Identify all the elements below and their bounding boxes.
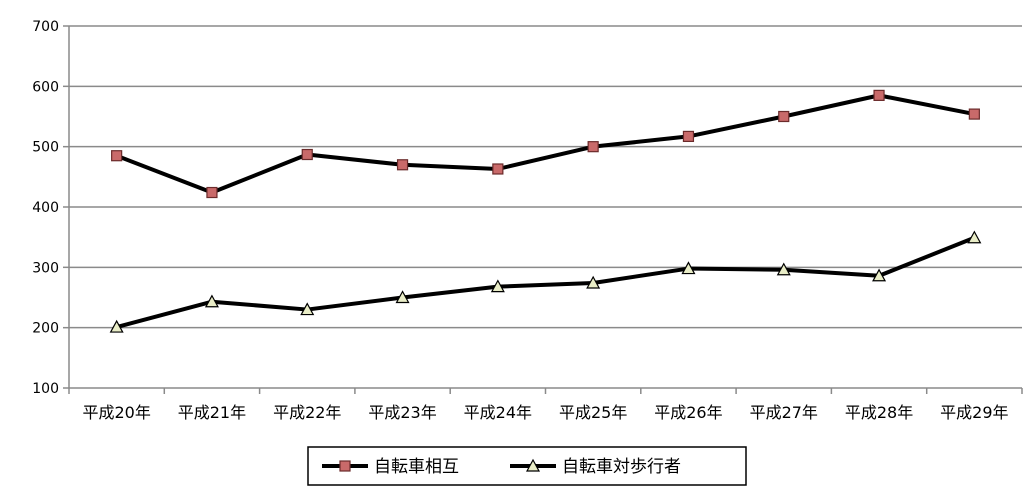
y-tick-label: 200 bbox=[32, 321, 59, 337]
y-tick-label: 300 bbox=[32, 260, 59, 276]
legend-entry: 自転車相互 bbox=[322, 457, 459, 477]
y-tick-label: 500 bbox=[32, 140, 59, 156]
x-tick-label: 平成25年 bbox=[559, 403, 627, 422]
data-point bbox=[968, 108, 980, 120]
x-tick-labels: 平成20年 平成21年 平成22年 平成23年 平成24年 平成25年 平成26年 平成27年… bbox=[82, 403, 1008, 422]
data-point bbox=[109, 319, 124, 333]
x-tick-label: 平成28年 bbox=[845, 403, 913, 422]
data-point bbox=[492, 163, 504, 175]
y-tick-label: 700 bbox=[32, 19, 59, 35]
y-tick-labels: 100 200 300 400 500 600 700 bbox=[32, 19, 59, 397]
data-point bbox=[682, 130, 695, 143]
x-tick-label: 平成20年 bbox=[82, 403, 150, 422]
data-point bbox=[681, 261, 696, 275]
data-point bbox=[873, 89, 885, 101]
legend-swatch-marker bbox=[525, 458, 541, 472]
x-tick-label: 平成26年 bbox=[654, 403, 722, 422]
data-point bbox=[872, 268, 887, 282]
data-point bbox=[778, 110, 790, 123]
series-2 bbox=[109, 230, 982, 333]
data-point bbox=[396, 159, 409, 171]
axes bbox=[63, 25, 1023, 394]
series-layer bbox=[109, 89, 982, 333]
legend-swatch-marker bbox=[339, 460, 351, 472]
legend-entry: 自転車対歩行者 bbox=[510, 457, 681, 477]
legend-label: 自転車対歩行者 bbox=[562, 457, 681, 477]
x-tick-label: 平成22年 bbox=[273, 403, 341, 422]
gridlines bbox=[69, 25, 1022, 329]
x-tick-label: 平成27年 bbox=[750, 403, 818, 422]
x-tick-label: 平成21年 bbox=[178, 403, 246, 422]
data-point bbox=[490, 279, 505, 293]
data-point bbox=[587, 141, 599, 153]
x-tick-label: 平成23年 bbox=[368, 403, 436, 422]
data-point bbox=[300, 302, 315, 316]
data-point bbox=[111, 150, 123, 162]
data-point bbox=[204, 294, 219, 308]
legend-label: 自転車相互 bbox=[374, 457, 459, 477]
x-tick-label: 平成24年 bbox=[464, 403, 532, 422]
data-point bbox=[206, 186, 218, 199]
series-line bbox=[115, 93, 975, 195]
y-tick-label: 100 bbox=[32, 381, 59, 397]
data-point bbox=[776, 262, 791, 276]
y-tick-label: 400 bbox=[32, 200, 59, 216]
data-point bbox=[967, 230, 982, 244]
legend: 自転車相互 自転車対歩行者 bbox=[307, 446, 747, 486]
data-point bbox=[395, 290, 410, 304]
series-1 bbox=[111, 89, 980, 199]
x-tick-label: 平成29年 bbox=[940, 403, 1008, 422]
series-line bbox=[116, 235, 976, 329]
data-point bbox=[301, 148, 313, 161]
y-tick-label: 600 bbox=[32, 79, 59, 95]
data-point bbox=[586, 275, 601, 289]
